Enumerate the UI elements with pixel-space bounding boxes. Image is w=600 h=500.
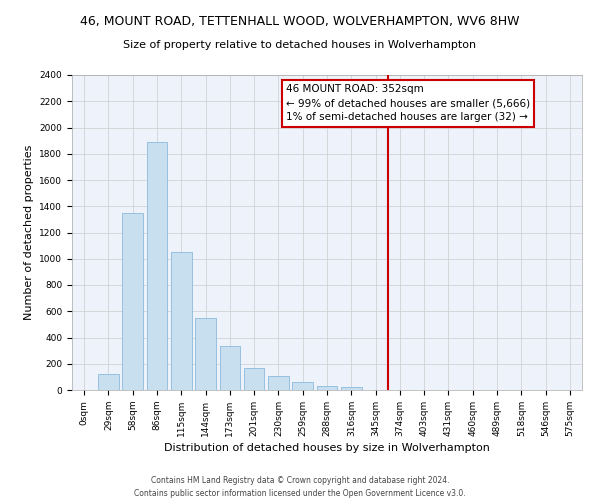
Bar <box>220 346 240 390</box>
Bar <box>122 213 143 390</box>
Text: 46, MOUNT ROAD, TETTENHALL WOOD, WOLVERHAMPTON, WV6 8HW: 46, MOUNT ROAD, TETTENHALL WOOD, WOLVERH… <box>80 15 520 28</box>
Bar <box>195 318 216 390</box>
Text: Size of property relative to detached houses in Wolverhampton: Size of property relative to detached ho… <box>124 40 476 50</box>
Text: 46 MOUNT ROAD: 352sqm
← 99% of detached houses are smaller (5,666)
1% of semi-de: 46 MOUNT ROAD: 352sqm ← 99% of detached … <box>286 84 530 122</box>
Bar <box>268 376 289 390</box>
Bar <box>244 368 265 390</box>
Bar <box>171 252 191 390</box>
Bar <box>341 388 362 390</box>
Y-axis label: Number of detached properties: Number of detached properties <box>24 145 34 320</box>
Bar <box>317 386 337 390</box>
Bar <box>146 142 167 390</box>
Bar <box>98 374 119 390</box>
Bar <box>292 382 313 390</box>
X-axis label: Distribution of detached houses by size in Wolverhampton: Distribution of detached houses by size … <box>164 443 490 453</box>
Text: Contains HM Land Registry data © Crown copyright and database right 2024.
Contai: Contains HM Land Registry data © Crown c… <box>134 476 466 498</box>
